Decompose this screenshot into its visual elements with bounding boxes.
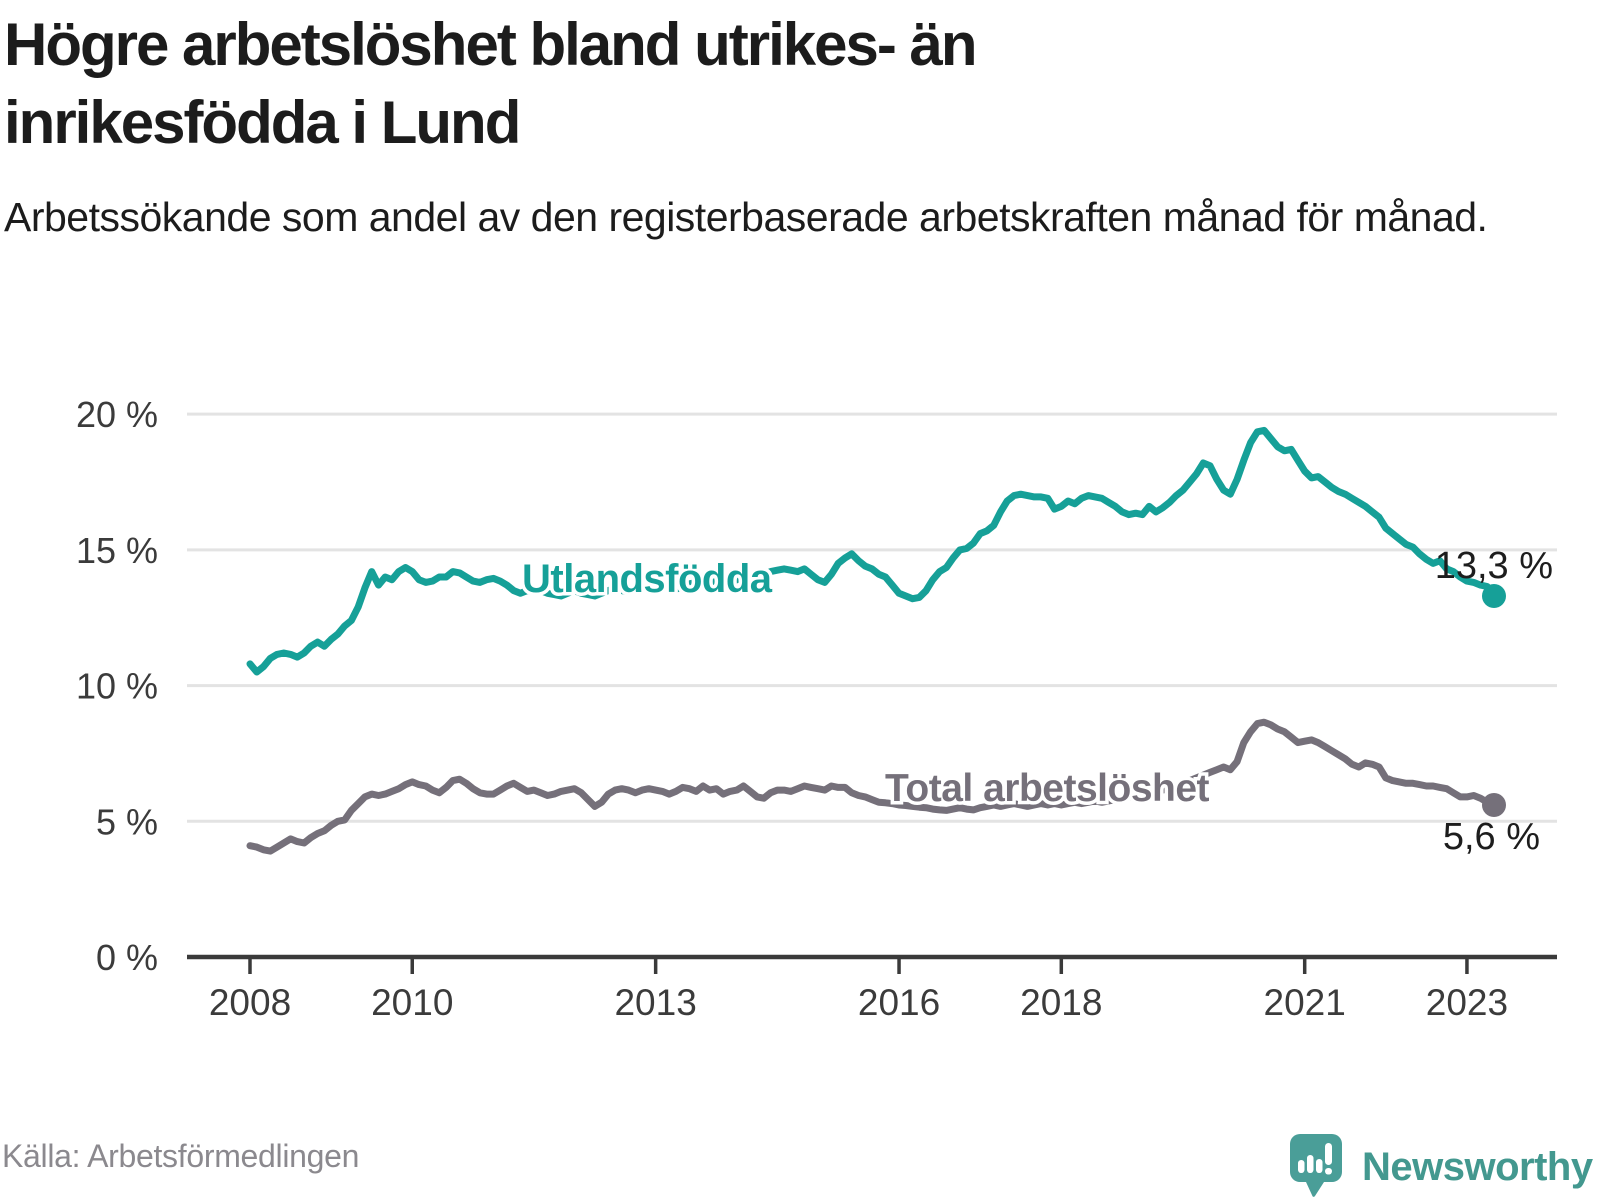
y-tick-label-5: 5 % — [96, 801, 158, 842]
x-tick-label-2008: 2008 — [209, 982, 291, 1023]
brand-name: Newsworthy — [1362, 1144, 1593, 1189]
newsworthy-icon — [1290, 1134, 1342, 1197]
page-subtitle: Arbetssökande som andel av den registerb… — [4, 194, 1488, 240]
x-tick-label-2018: 2018 — [1020, 982, 1102, 1023]
x-tick-label-2021: 2021 — [1264, 982, 1346, 1023]
series-line-utlandsf-dda — [246, 426, 1498, 676]
series-label-utlandsf-dda: Utlandsfödda — [522, 557, 773, 601]
series-end-dot-utlandsf-dda — [1481, 583, 1506, 608]
exclamation-glyph — [1325, 1143, 1332, 1175]
x-tick-label-2010: 2010 — [371, 982, 453, 1023]
series-label-total-arbetsl-shet: Total arbetslöshet — [885, 767, 1210, 810]
series-end-dot-total-arbetsl-shet — [1481, 792, 1506, 817]
source-note: Källa: Arbetsförmedlingen — [2, 1138, 360, 1174]
x-tick-label-2013: 2013 — [614, 982, 696, 1023]
y-tick-label-10: 10 % — [76, 666, 158, 707]
end-value-label-utlandsf-dda: 13,3 % — [1435, 545, 1553, 587]
line-chart: 2008 2010 2013 2016 2018 2021 2023 0 % 5 % 10 % 15… — [76, 394, 1557, 1023]
brand-logo: Newsworthy — [1290, 1134, 1600, 1200]
x-tick-label-2023: 2023 — [1426, 982, 1508, 1023]
x-tick-label-2016: 2016 — [858, 982, 940, 1023]
end-value-label-total-arbetsl-shet: 5,6 % — [1443, 816, 1540, 858]
y-tick-label-0: 0 % — [96, 937, 158, 978]
y-tick-label-15: 15 % — [76, 530, 158, 571]
page-title: Högre arbetslöshet bland utrikes- än inr… — [4, 11, 978, 156]
y-tick-label-20: 20 % — [76, 394, 158, 435]
series-line-total-arbetsl-shet — [246, 718, 1498, 855]
bar-chart-glyph — [1298, 1155, 1323, 1173]
